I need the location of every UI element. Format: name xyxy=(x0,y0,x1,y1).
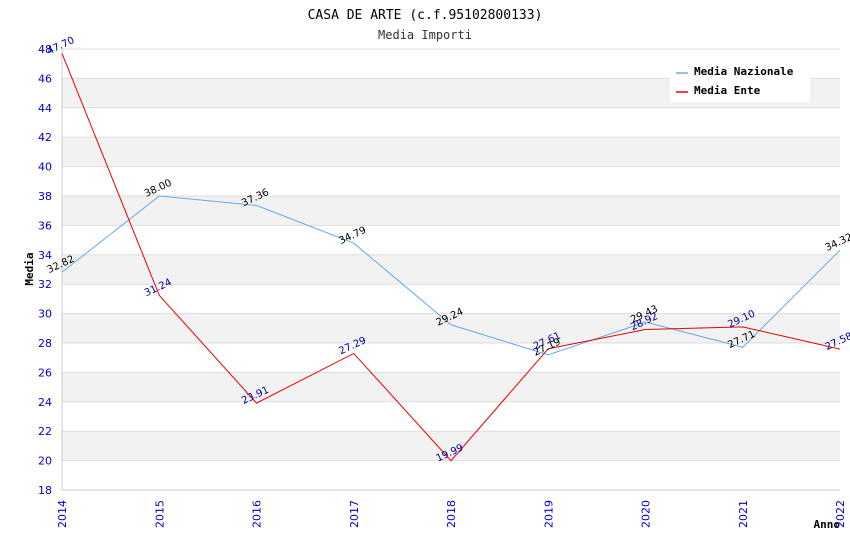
x-tick-label: 2016 xyxy=(251,500,264,528)
x-tick-label: 2021 xyxy=(737,500,750,528)
y-tick-label: 36 xyxy=(38,219,52,232)
grid-band xyxy=(62,196,840,226)
legend-box xyxy=(670,58,810,102)
series-line-media-ente xyxy=(61,53,841,462)
series-lines xyxy=(61,53,841,462)
grid-bands xyxy=(62,78,840,461)
grid-band xyxy=(62,372,840,402)
x-tick-label: 2015 xyxy=(153,500,166,528)
x-tick-label: 2017 xyxy=(348,500,361,528)
data-label: 34.79 xyxy=(337,225,368,247)
y-tick-label: 32 xyxy=(38,278,52,291)
data-label: 47.70 xyxy=(46,35,77,57)
y-tick-label: 42 xyxy=(38,131,52,144)
y-tick-label: 28 xyxy=(38,337,52,350)
y-tick-label: 22 xyxy=(38,425,52,438)
y-tick-labels: 18 20 22 24 26 28 30 32 34 36 38 40 42 44 46 48 xyxy=(38,43,52,497)
x-tick-label: 2018 xyxy=(445,500,458,528)
x-tick-label: 2019 xyxy=(542,500,555,528)
x-axis-label: Anno xyxy=(814,518,841,531)
x-tick-label: 2014 xyxy=(56,500,69,528)
y-tick-label: 18 xyxy=(38,484,52,497)
y-axis-label: Media xyxy=(23,252,36,285)
grid-band xyxy=(62,137,840,167)
y-tick-label: 30 xyxy=(38,308,52,321)
grid-lines xyxy=(62,48,840,491)
y-tick-label: 44 xyxy=(38,102,52,115)
grid-band xyxy=(62,431,840,461)
legend: Media Nazionale Media Ente xyxy=(670,58,810,102)
y-tick-label: 38 xyxy=(38,190,52,203)
x-tick-label: 2022 xyxy=(834,500,847,528)
y-tick-label: 26 xyxy=(38,366,52,379)
chart-title: CASA DE ARTE (c.f.95102800133) xyxy=(308,8,543,23)
x-tick-labels: 2014 2015 2016 2017 2018 2019 2020 2021 2022 xyxy=(56,500,847,528)
legend-label-media-ente: Media Ente xyxy=(694,84,761,97)
y-tick-label: 40 xyxy=(38,161,52,174)
grid-band xyxy=(62,254,840,285)
y-tick-label: 46 xyxy=(38,72,52,85)
y-tick-label: 24 xyxy=(38,396,52,409)
y-tick-label: 48 xyxy=(38,43,52,56)
y-tick-label: 20 xyxy=(38,455,52,468)
data-label: 34.32 xyxy=(824,232,850,254)
x-tick-label: 2020 xyxy=(640,500,653,528)
y-tick-label: 34 xyxy=(38,249,52,262)
grid-band xyxy=(62,313,840,343)
series-line-media-nazionale xyxy=(61,195,841,356)
chart-subtitle: Media Importi xyxy=(378,28,472,42)
legend-label-media-nazionale: Media Nazionale xyxy=(694,65,794,78)
